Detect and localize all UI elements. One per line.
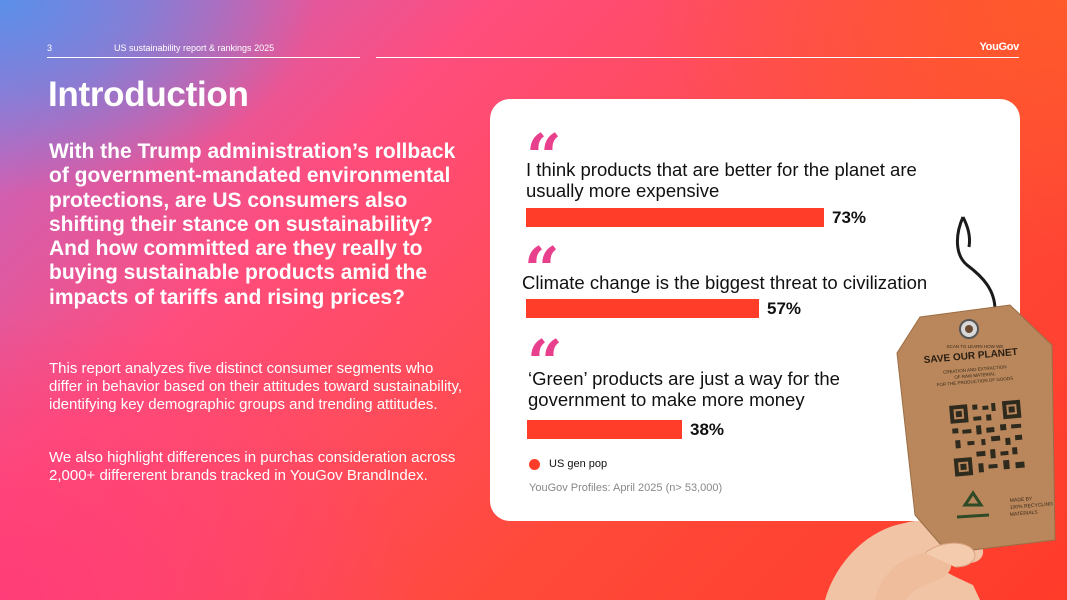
bar-statement-3 bbox=[527, 420, 682, 439]
yougov-logo: YouGov bbox=[979, 41, 1019, 53]
statement-2: Climate change is the biggest threat to … bbox=[522, 272, 928, 293]
intro-lead: With the Trump administration’s rollback… bbox=[49, 140, 456, 309]
tag-sub-3: FOR THE PRODUCTION OF GOODS bbox=[936, 376, 1013, 388]
page-title: Introduction bbox=[48, 75, 249, 114]
statement-3: ‘Green’ products are just a way for the … bbox=[528, 368, 840, 410]
intro-paragraph-1: This report analyzes five distinct consu… bbox=[49, 360, 463, 413]
tag-sub-2: OF RAW MATERIAL bbox=[954, 371, 996, 380]
header-divider-left bbox=[47, 57, 360, 58]
legend-label: US gen pop bbox=[549, 458, 608, 470]
header-divider-right bbox=[376, 57, 1019, 58]
intro-paragraph-2: We also highlight differences in purchas… bbox=[49, 449, 456, 484]
hand-holding-tag-image: SCAN TO LEARN HOW WE SAVE OUR PLANET CRE… bbox=[825, 216, 1056, 600]
tag-made-2: 100% RECYCLING bbox=[1010, 501, 1054, 511]
bar-value-label-3: 38% bbox=[690, 420, 725, 439]
tag-made-3: MATERIALS bbox=[1010, 510, 1039, 518]
recycle-icon bbox=[956, 490, 990, 519]
bar-value-label-1: 73% bbox=[832, 208, 867, 227]
quote-icon: “ bbox=[524, 239, 560, 275]
bar-statement-2 bbox=[526, 299, 759, 318]
tag-made-1: MADE BY bbox=[1010, 496, 1034, 504]
bar-value-label-2: 57% bbox=[767, 299, 802, 318]
tag-scan-text: SCAN TO LEARN HOW WE bbox=[947, 344, 1004, 349]
tag-sub-1: CREATION AND EXTRACTION bbox=[943, 364, 1007, 375]
bar-statement-1 bbox=[526, 208, 824, 227]
page-number: 3 bbox=[47, 43, 53, 53]
quote-icon: “ bbox=[527, 332, 563, 368]
source-note: YouGov Profiles: April 2025 (n> 53,000) bbox=[529, 482, 723, 494]
report-title: US sustainability report & rankings 2025 bbox=[114, 43, 275, 53]
chart-card: “ I think products that are better for t… bbox=[490, 99, 1020, 521]
quote-icon: “ bbox=[526, 126, 562, 162]
legend-dot-icon bbox=[529, 459, 540, 470]
statement-1: I think products that are better for the… bbox=[526, 159, 917, 201]
qr-code-icon bbox=[946, 397, 1029, 479]
